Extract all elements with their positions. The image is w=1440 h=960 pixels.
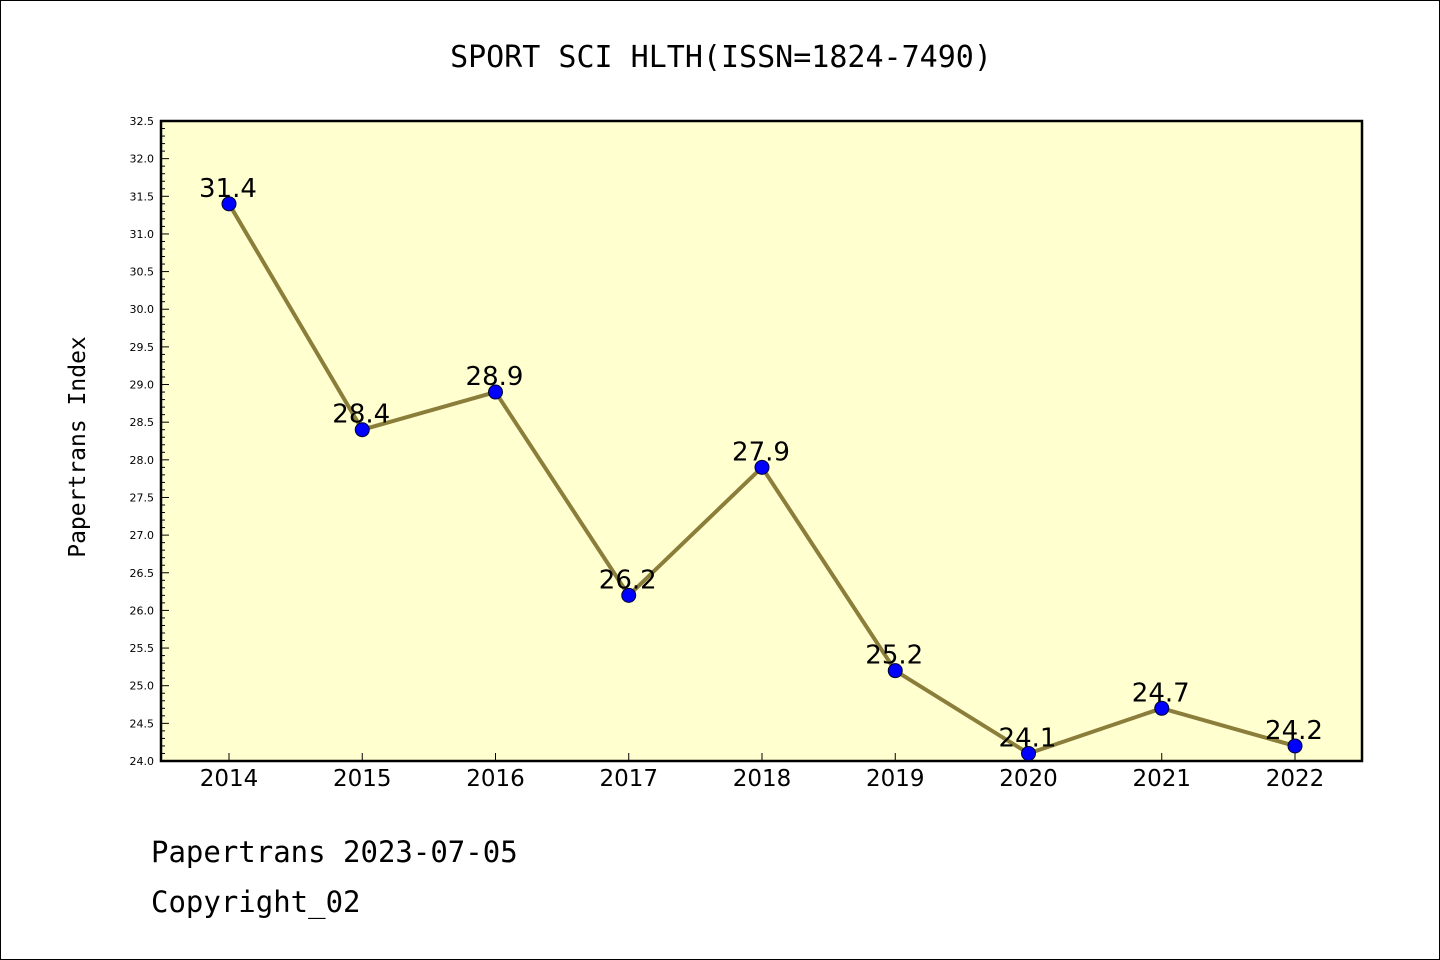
x-tick-label: 2016 — [466, 766, 525, 792]
data-point — [1154, 700, 1170, 716]
chart-title: SPORT SCI HLTH(ISSN=1824-7490) — [450, 40, 992, 75]
y-axis: 24.0 24.5 25.0 25.5 26.0 26.5 27.0 27.5 28.0 28.5… — [130, 115, 169, 768]
x-axis: 2014 2015 2016 2017 2018 2019 2020 2021 2022 — [200, 753, 1325, 792]
x-tick-label: 2022 — [1266, 766, 1325, 792]
data-label: 27.9 — [732, 437, 790, 467]
y-tick-label: 24.5 — [130, 717, 155, 730]
y-tick-label: 28.0 — [130, 454, 155, 467]
x-tick-label: 2020 — [999, 766, 1058, 792]
data-label: 31.4 — [199, 174, 257, 204]
x-tick-label: 2021 — [1132, 766, 1191, 792]
data-label: 24.7 — [1132, 678, 1190, 708]
x-tick-label: 2014 — [200, 766, 259, 792]
data-point — [221, 196, 237, 212]
x-tick-label: 2019 — [866, 766, 925, 792]
y-tick-label: 26.0 — [130, 604, 155, 617]
y-tick-label: 32.5 — [130, 115, 155, 128]
y-tick-label: 25.0 — [130, 680, 155, 693]
data-label: 24.2 — [1265, 716, 1323, 746]
footer-copyright: Copyright_02 — [151, 885, 361, 919]
data-point — [488, 384, 503, 400]
y-tick-label: 32.0 — [130, 153, 155, 166]
y-axis-label: Papertrans Index — [65, 336, 91, 558]
series-papertrans-index — [221, 196, 1303, 761]
data-label: 26.2 — [599, 565, 657, 595]
data-point — [1021, 745, 1036, 761]
x-tick-label: 2018 — [733, 766, 792, 792]
y-tick-label: 30.0 — [130, 303, 155, 316]
x-tick-label: 2015 — [333, 766, 392, 792]
data-point — [1287, 738, 1303, 754]
data-label: 24.1 — [999, 723, 1057, 753]
x-tick-label: 2017 — [599, 766, 658, 792]
y-tick-label: 26.5 — [130, 567, 155, 580]
plot-area — [159, 119, 1364, 763]
y-tick-label: 25.5 — [130, 642, 155, 655]
y-tick-label: 31.5 — [130, 190, 155, 203]
y-tick-label: 27.5 — [130, 491, 155, 504]
y-tick-label: 29.5 — [130, 341, 155, 354]
y-tick-label: 28.5 — [130, 416, 155, 429]
data-label: 28.4 — [332, 400, 390, 430]
data-label: 25.2 — [865, 641, 923, 671]
y-tick-label: 27.0 — [130, 529, 155, 542]
data-point — [621, 587, 637, 603]
footer-date: Papertrans 2023-07-05 — [151, 835, 518, 869]
data-point — [754, 459, 770, 475]
y-tick-label: 24.0 — [130, 755, 155, 768]
data-point — [887, 663, 903, 679]
y-tick-label: 30.5 — [130, 266, 155, 279]
y-tick-label: 31.0 — [130, 228, 155, 241]
data-label: 28.9 — [466, 362, 524, 392]
y-tick-label: 29.0 — [130, 379, 155, 392]
data-point — [354, 422, 370, 438]
data-labels: 31.4 28.4 28.9 26.2 27.9 25.2 24.1 24.7 24.2 — [199, 174, 1323, 754]
